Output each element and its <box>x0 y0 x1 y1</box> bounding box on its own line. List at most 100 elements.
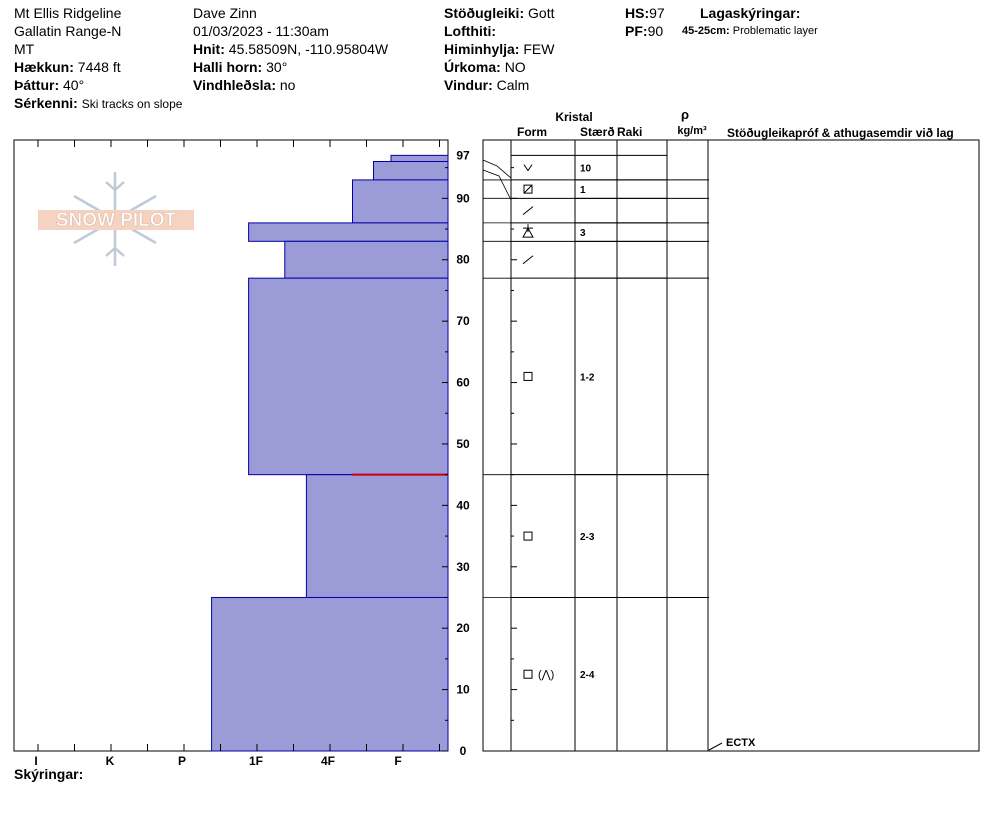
square-wedge-icon <box>523 669 533 679</box>
precipitation: Úrkoma: NO <box>444 58 526 76</box>
hardness-label-P: P <box>178 754 186 768</box>
size-value: 2-3 <box>580 532 595 543</box>
size-value: 2-4 <box>580 670 595 681</box>
surface-connector <box>482 159 512 179</box>
air-temp-label: Lofthiti: <box>444 23 497 39</box>
range-name: Gallatin Range-N <box>14 23 122 39</box>
hardness-layer-1 <box>373 160 449 181</box>
sky-value: FEW <box>523 41 555 57</box>
stability-label: Stöðugleiki: <box>444 5 525 21</box>
wind-loading: Vindhleðsla: no <box>193 76 295 94</box>
layer-note: 45-25cm: Problematic layer <box>682 22 818 40</box>
triangle-shape <box>522 227 534 238</box>
aspect-value: 40° <box>63 77 85 93</box>
form-extra-label: (⋀) <box>538 669 554 681</box>
density-unit: kg/m³ <box>677 125 707 137</box>
depth-label-30: 30 <box>456 560 470 574</box>
hardness-label-I: I <box>34 754 37 768</box>
v-icon <box>523 164 533 172</box>
hardness-layer-3 <box>248 222 449 242</box>
depth-label-0: 0 <box>460 744 467 758</box>
crystal-header: Kristal <box>555 110 592 124</box>
hardness-bars <box>211 154 449 752</box>
wind-loading-value: no <box>279 77 296 93</box>
coordinates-value: 45.58509N, -110.95804W <box>228 41 389 57</box>
stability-value: Gott <box>528 5 555 21</box>
hardness-label-4F: 4F <box>321 754 335 768</box>
box-shape <box>523 184 533 194</box>
coordinates: Hnit: 45.58509N, -110.95804W <box>193 40 388 58</box>
square-shape <box>523 531 533 541</box>
wind-loading-label: Vindhleðsla: <box>193 77 276 93</box>
v-shape <box>523 164 533 172</box>
sky-cover: Himinhylja: FEW <box>444 40 554 58</box>
size-value: 1 <box>580 185 586 196</box>
air-temperature: Lofthiti: <box>444 22 496 40</box>
square-shape <box>523 371 533 381</box>
form-header: Form <box>517 125 547 139</box>
wind-value: Calm <box>496 77 530 93</box>
elevation: Hækkun: 7448 ft <box>14 58 121 76</box>
depth-label-50: 50 <box>456 437 470 451</box>
sky-label: Himinhylja: <box>444 41 520 57</box>
pf-label: PF: <box>625 23 648 39</box>
hardness-layer-6 <box>305 474 449 598</box>
slash-shape <box>522 206 534 216</box>
square-icon <box>523 531 533 541</box>
elevation-label: Hækkun: <box>14 59 74 75</box>
size-header: Stærð <box>580 125 615 139</box>
depth-label-90: 90 <box>456 191 470 205</box>
tests-header: Stöðugleikapróf & athugasemdir við lag <box>727 126 954 140</box>
surface-connector <box>482 169 512 201</box>
size-value: 3 <box>580 228 586 239</box>
moisture-header: Raki <box>617 125 642 139</box>
layer-table-frame <box>482 139 980 752</box>
depth-label-20: 20 <box>456 621 470 635</box>
hardness-label-1F: 1F <box>249 754 263 768</box>
test-label: ECTX <box>726 737 756 749</box>
location-name: Mt Ellis Ridgeline <box>14 5 122 21</box>
test-pointer <box>708 742 723 751</box>
observation-datetime: 01/03/2023 - 11:30am <box>193 23 329 39</box>
aspect: Þáttur: 40° <box>14 76 84 94</box>
slope-angle: Halli horn: 30° <box>193 58 287 76</box>
elevation-value: 7448 ft <box>77 59 121 75</box>
square-shape <box>523 669 533 679</box>
hs-label: HS: <box>625 5 650 21</box>
hardness-axis: I K P 1F 4F F <box>34 140 440 768</box>
hardness-layer-5 <box>248 277 449 476</box>
stability-tests: ECTX <box>708 737 756 751</box>
logo-text: SNOW PILOT <box>56 210 177 231</box>
precip-label: Úrkoma: <box>444 59 501 75</box>
hardness-label-K: K <box>106 754 115 768</box>
legend-label: Skýringar: <box>14 766 84 782</box>
snowpilot-logo: SNOW PILOT <box>38 172 194 266</box>
layer-table-rows: 10 1 3 1-2 2-3 (⋀) 2-4 <box>482 154 709 752</box>
logo-band <box>38 210 194 230</box>
features-value: Ski tracks on slope <box>81 97 183 111</box>
state-name: MT <box>14 41 35 57</box>
depth-axis: 0 10 20 30 40 50 60 70 80 90 97 <box>442 148 517 758</box>
penetration-foot: PF:90 <box>625 22 663 40</box>
wind: Vindur: Calm <box>444 76 529 94</box>
depth-label-40: 40 <box>456 498 470 512</box>
hardness-layer-0 <box>390 154 449 162</box>
features-label: Sérkenni: <box>14 95 78 111</box>
star-triangle-icon <box>522 224 534 238</box>
hardness-label-F: F <box>394 754 401 768</box>
layer-note-text: Problematic layer <box>732 25 818 37</box>
boxed-slash-icon <box>523 184 533 194</box>
hardness-layer-7 <box>211 596 449 752</box>
precip-value: NO <box>504 59 526 75</box>
square-icon <box>523 371 533 381</box>
observer-name: Dave Zinn <box>193 5 257 21</box>
coordinates-label: Hnit: <box>193 41 225 57</box>
size-value: 10 <box>580 164 592 175</box>
depth-label-60: 60 <box>456 376 470 390</box>
snow-height: HS:97 <box>625 4 665 22</box>
slash-shape <box>523 184 533 194</box>
depth-label-97: 97 <box>456 148 470 162</box>
depth-label-10: 10 <box>456 683 470 697</box>
hardness-layer-2 <box>352 179 449 224</box>
